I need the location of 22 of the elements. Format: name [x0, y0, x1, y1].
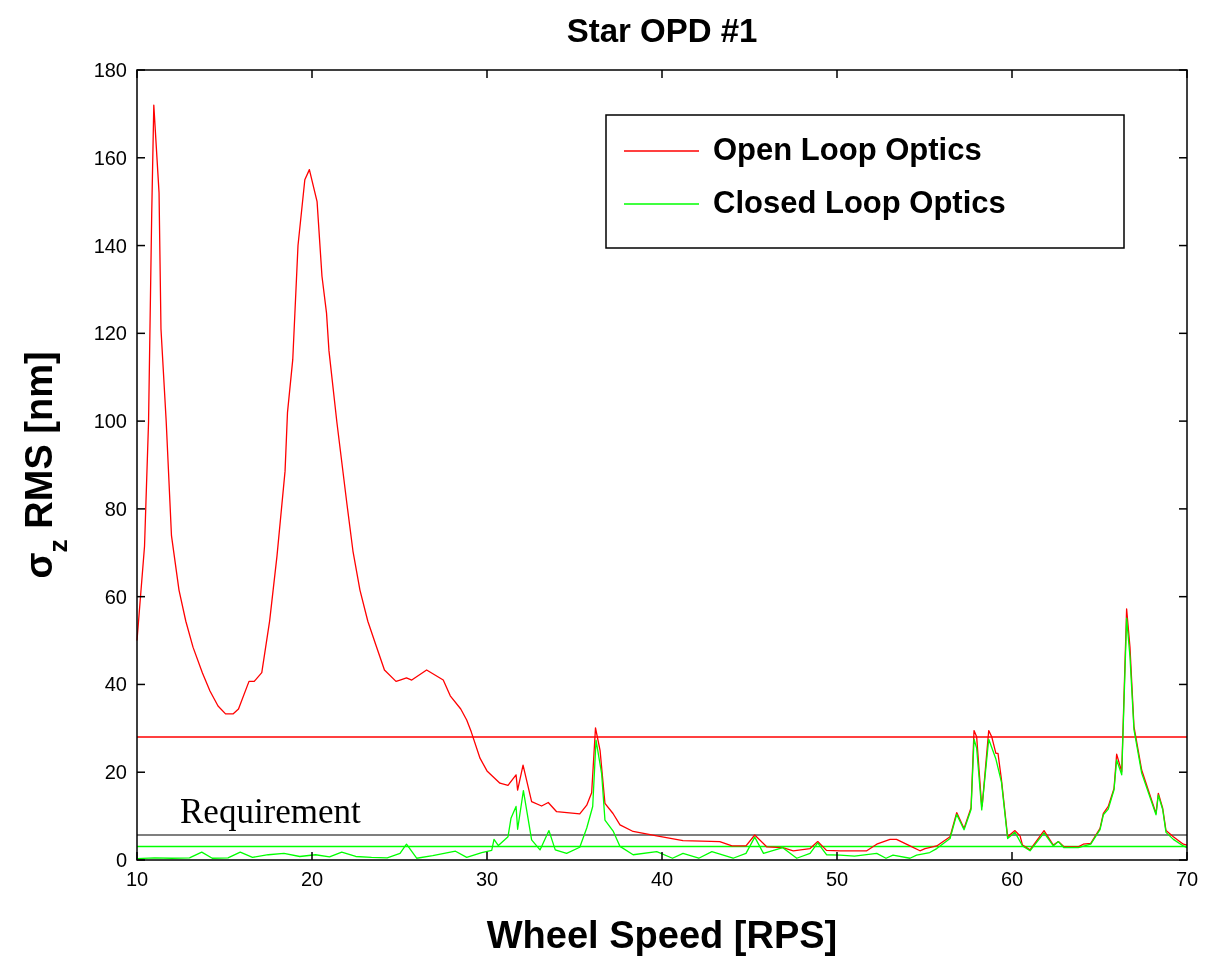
x-tick-label: 60	[1000, 868, 1024, 890]
x-tick-label: 50	[825, 868, 849, 890]
y-tick-label: 60	[104, 585, 127, 608]
y-tick-label: 180	[93, 59, 127, 81]
x-tick-label: 20	[300, 868, 324, 890]
x-tick-label: 70	[1175, 868, 1199, 890]
legend-label: Open Loop Optics	[713, 132, 982, 167]
y-tick-label: 120	[93, 322, 127, 345]
y-tick-label: 160	[93, 146, 127, 169]
y-tick-label: 20	[104, 761, 127, 784]
ref-line-label: Requirement	[180, 791, 362, 831]
y-tick-label: 80	[104, 497, 127, 520]
x-tick-label: 30	[475, 868, 499, 890]
y-tick-label: 0	[115, 849, 127, 871]
x-tick-label: 40	[650, 868, 674, 890]
legend-label: Closed Loop Optics	[713, 185, 1006, 220]
chart-title: Star OPD #1	[566, 12, 758, 49]
x-tick-label: 10	[125, 868, 149, 890]
x-axis-title: Wheel Speed [RPS]	[486, 914, 838, 956]
y-tick-label: 140	[93, 234, 127, 257]
y-tick-label: 40	[104, 673, 127, 696]
y-tick-label: 100	[93, 410, 127, 433]
